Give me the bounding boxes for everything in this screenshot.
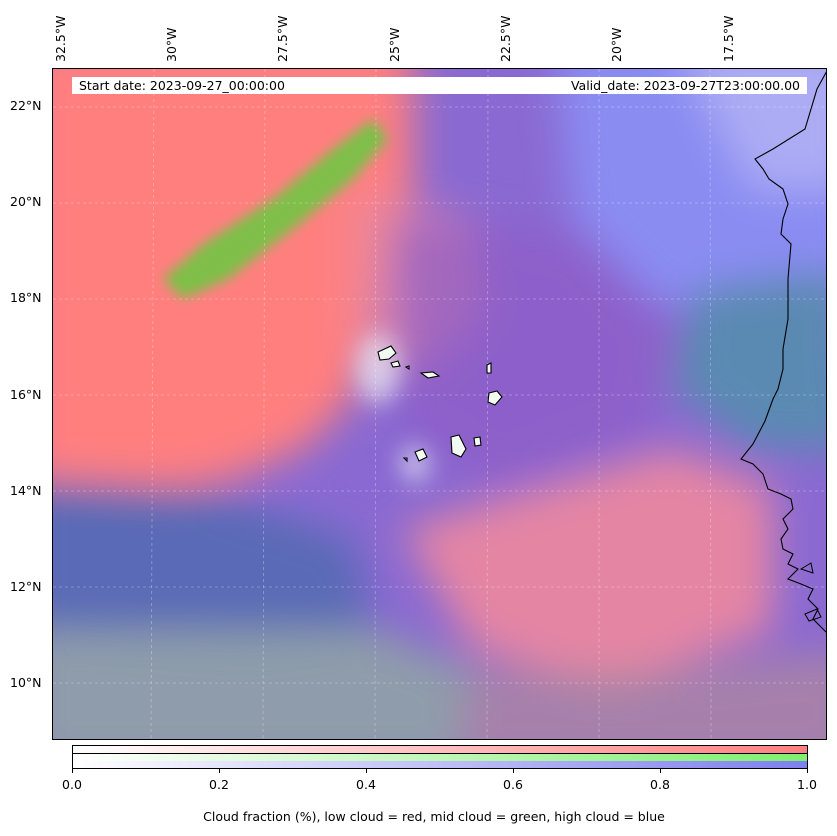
colorbar-high-cloud <box>73 761 807 769</box>
mid-cloud-streak <box>163 119 388 299</box>
colorbar-label: Cloud fraction (%), low cloud = red, mid… <box>203 809 665 824</box>
date-header: Start date: 2023-09-27_00:00:00 Valid_da… <box>72 77 807 94</box>
graticule <box>53 69 826 739</box>
colorbar-tick-label: 0.8 <box>650 777 670 792</box>
colorbar-tick <box>807 769 808 773</box>
colorbar-tick-label: 0.6 <box>503 777 523 792</box>
cloud-field <box>53 69 826 739</box>
lat-label: 22°N <box>10 98 42 113</box>
coastline <box>740 71 826 633</box>
lat-label: 18°N <box>10 290 42 305</box>
lat-label: 10°N <box>10 675 42 690</box>
lat-label: 20°N <box>10 194 42 209</box>
lon-label: 17.5°W <box>721 15 736 62</box>
lon-label: 25°W <box>387 27 402 62</box>
colorbar-tick <box>513 769 514 773</box>
colorbar-tick-label: 0.2 <box>209 777 229 792</box>
coastal-islands <box>799 562 822 622</box>
lat-label: 16°N <box>10 387 42 402</box>
start-date-label: Start date: 2023-09-27_00:00:00 <box>79 78 285 93</box>
lon-label: 30°W <box>164 27 179 62</box>
valid-date-label: Valid_date: 2023-09-27T23:00:00.00 <box>570 78 800 93</box>
colorbar-tick <box>366 769 367 773</box>
colorbar <box>72 745 808 769</box>
colorbar-tick-label: 0.0 <box>62 777 82 792</box>
islands <box>377 345 503 463</box>
lat-label: 12°N <box>10 579 42 594</box>
lon-label: 32.5°W <box>53 15 68 62</box>
colorbar-tick-label: 0.4 <box>356 777 376 792</box>
colorbar-tick <box>660 769 661 773</box>
colorbar-tick-label: 1.0 <box>797 777 817 792</box>
lon-label: 27.5°W <box>275 15 290 62</box>
lon-label: 20°W <box>609 27 624 62</box>
lat-label: 14°N <box>10 483 42 498</box>
colorbar-tick <box>72 769 73 773</box>
map-canvas <box>53 69 826 739</box>
cloud-fraction-map <box>52 68 827 740</box>
lon-label: 22.5°W <box>498 15 513 62</box>
colorbar-tick <box>219 769 220 773</box>
